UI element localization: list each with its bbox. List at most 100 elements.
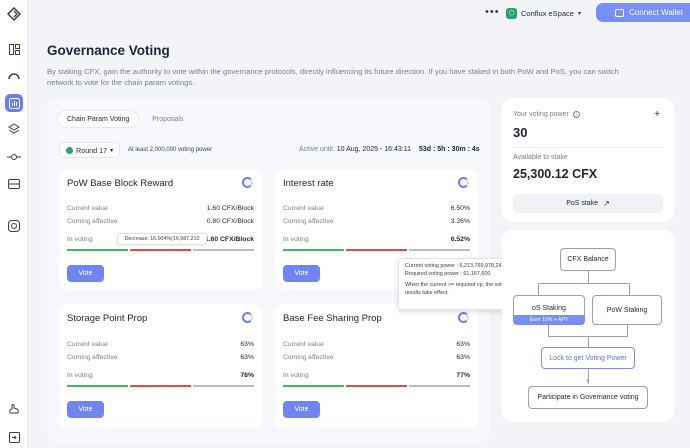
card-title: Storage Point Prop xyxy=(67,313,148,324)
row-value: 63% xyxy=(240,341,254,348)
current-value-row: Current value 1.60 CFX/Block xyxy=(67,205,254,212)
coming-effective-row: Coming effective 0.80 CFX/Block xyxy=(67,218,254,225)
decrease-tooltip: Decrease: 16.004%(16,987,210 xyxy=(117,233,207,245)
current-value-row: Current value 63% xyxy=(67,341,254,348)
connector-line xyxy=(548,325,549,336)
increase-segment[interactable] xyxy=(67,249,128,251)
cfx-balance-node: CFX Balance xyxy=(560,248,616,271)
row-label: In voting xyxy=(67,372,93,379)
increase-segment[interactable] xyxy=(283,249,344,251)
voting-threshold: At least 2,000,000 voting power xyxy=(128,147,213,153)
governance-icon[interactable] xyxy=(5,94,23,112)
wallet-icon[interactable] xyxy=(5,175,23,193)
row-value: 63% xyxy=(456,341,470,348)
available-stake-value: 25,300.12 CFX xyxy=(513,167,598,181)
tabs: Chain Param Voting Proposals xyxy=(57,110,192,128)
voting-power-value: 30 xyxy=(513,125,528,140)
voting-power-label: Your voting power i xyxy=(513,111,580,118)
increase-segment[interactable] xyxy=(67,385,128,387)
vote-button[interactable]: Vote xyxy=(283,265,320,282)
add-voting-power-button[interactable]: + xyxy=(654,109,660,120)
vote-button[interactable]: Vote xyxy=(283,401,320,418)
countdown-timer: 53d : 5h : 30m : 4s xyxy=(419,146,480,153)
card-title: Base Fee Sharing Prop xyxy=(283,313,382,324)
in-voting-row: In voting 6.52% xyxy=(283,236,470,243)
progress-ring-icon xyxy=(458,177,469,188)
row-label: Coming effective xyxy=(67,354,118,361)
card-title: Interest rate xyxy=(283,178,334,189)
lock-voting-power-node[interactable]: Lock to get Voting Power xyxy=(541,347,635,369)
tooltip-line: results take effect. xyxy=(405,289,449,296)
row-value: 1.60 CFX/Block xyxy=(204,236,254,243)
unchanged-segment[interactable] xyxy=(193,249,254,251)
node-icon[interactable] xyxy=(5,148,23,166)
exit-icon[interactable] xyxy=(5,428,23,446)
row-value: 3.26% xyxy=(450,218,470,225)
vote-distribution-bar[interactable] xyxy=(283,385,470,387)
pow-staking-node: PoW Staking xyxy=(592,295,662,325)
connector-line xyxy=(538,283,630,284)
connector-line xyxy=(588,369,589,384)
more-menu-button[interactable]: ••• xyxy=(485,6,500,18)
chip-icon[interactable] xyxy=(5,217,23,235)
wallet-icon xyxy=(615,8,625,17)
active-until-value: 10 Aug, 2025 - 16:43:11 xyxy=(336,146,411,153)
layers-icon[interactable] xyxy=(5,120,23,138)
info-icon[interactable]: i xyxy=(572,111,580,118)
unchanged-segment[interactable] xyxy=(193,385,254,387)
tab-chain-param-voting[interactable]: Chain Param Voting xyxy=(57,110,140,128)
dashboard-icon[interactable] xyxy=(5,40,23,58)
status-dot-icon xyxy=(66,146,73,154)
row-value: 63% xyxy=(240,354,254,361)
arrow-up-right-icon: ↗ xyxy=(603,199,610,208)
unchanged-segment[interactable] xyxy=(409,249,470,251)
vote-distribution-bar[interactable] xyxy=(67,249,254,251)
row-value: 1.60 CFX/Block xyxy=(206,205,254,212)
pos-stake-button[interactable]: PoS stake ↗ xyxy=(513,194,663,213)
param-card-storage-point: Storage Point Prop Current value 63% Com… xyxy=(59,304,262,428)
coming-effective-row: Coming effective 63% xyxy=(67,354,254,361)
in-voting-row: In voting 77% xyxy=(283,372,470,379)
gesture-icon[interactable] xyxy=(5,400,23,418)
progress-ring-icon xyxy=(242,177,253,188)
vote-distribution-bar[interactable] xyxy=(67,385,254,387)
connector-line xyxy=(588,271,589,283)
unchanged-segment[interactable] xyxy=(409,385,470,387)
row-value: 63% xyxy=(456,354,470,361)
row-label: In voting xyxy=(283,236,309,243)
current-value-row: Current value 6.50% xyxy=(283,205,470,212)
increase-segment[interactable] xyxy=(283,385,344,387)
page-title: Governance Voting xyxy=(47,43,170,58)
earn-badge: Earn 10% + APY xyxy=(513,315,585,325)
decrease-segment[interactable] xyxy=(130,385,191,387)
vote-distribution-bar[interactable] xyxy=(283,249,470,251)
connect-wallet-button[interactable]: Connect Wallet xyxy=(596,3,690,22)
row-value: 6.50% xyxy=(450,205,470,212)
coming-effective-row: Coming effective 63% xyxy=(283,354,470,361)
decrease-segment[interactable] xyxy=(346,385,407,387)
available-stake-label: Available to stake xyxy=(513,154,568,161)
row-label: Current value xyxy=(67,205,108,212)
tab-proposals[interactable]: Proposals xyxy=(152,115,184,123)
decrease-segment[interactable] xyxy=(346,249,407,251)
round-selector[interactable]: Round 17 ▾ xyxy=(59,142,121,158)
row-label: In voting xyxy=(67,236,93,243)
decrease-segment[interactable] xyxy=(130,249,191,251)
arc-icon[interactable] xyxy=(5,67,23,85)
network-name: Conflux eSpace xyxy=(521,8,574,18)
pos-stake-label: PoS stake xyxy=(566,200,599,207)
network-selector[interactable]: ⬡ Conflux eSpace ▾ xyxy=(506,5,581,21)
sidebar xyxy=(0,0,28,448)
flow-diagram-panel: CFX Balance oS Staking Earn 10% + APY Po… xyxy=(502,230,674,422)
logo-icon[interactable] xyxy=(5,5,23,23)
page-description: By staking CFX, gain the authority to vo… xyxy=(47,67,619,87)
tooltip-line: Current voting power : 6,213,769,978,242 xyxy=(405,263,505,269)
card-title: PoW Base Block Reward xyxy=(67,178,174,189)
progress-ring-icon xyxy=(242,312,253,323)
param-card-base-fee-sharing: Base Fee Sharing Prop Current value 63% … xyxy=(275,304,478,428)
vote-button[interactable]: Vote xyxy=(67,401,104,418)
connector-line xyxy=(629,283,630,295)
chevron-down-icon: ▾ xyxy=(577,10,581,17)
arrow-down-icon: ▼ xyxy=(585,379,591,385)
vote-button[interactable]: Vote xyxy=(67,265,104,282)
